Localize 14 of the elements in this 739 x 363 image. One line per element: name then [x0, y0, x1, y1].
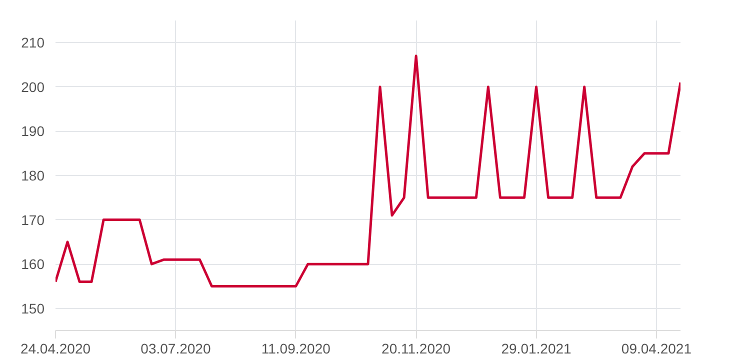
line-series — [56, 54, 680, 288]
x-tick-label: 29.01.2021 — [501, 340, 572, 356]
y-tick-label: 200 — [21, 78, 45, 95]
y-tick-label: 180 — [21, 168, 45, 184]
y-tick-label: 170 — [21, 212, 45, 228]
y-tick-label: 210 — [21, 34, 45, 51]
x-tick-label: 09.04.2021 — [621, 340, 692, 356]
x-tick-label: 24.04.2020 — [20, 340, 91, 356]
x-tick-label: 11.09.2020 — [261, 340, 331, 356]
x-tick-label: 03.07.2020 — [140, 340, 211, 356]
y-tick-label: 160 — [21, 256, 45, 272]
x-tick-label: 20.11.2020 — [382, 340, 451, 356]
y-tick-label: 190 — [21, 123, 45, 140]
y-tick-label: 150 — [21, 300, 45, 316]
